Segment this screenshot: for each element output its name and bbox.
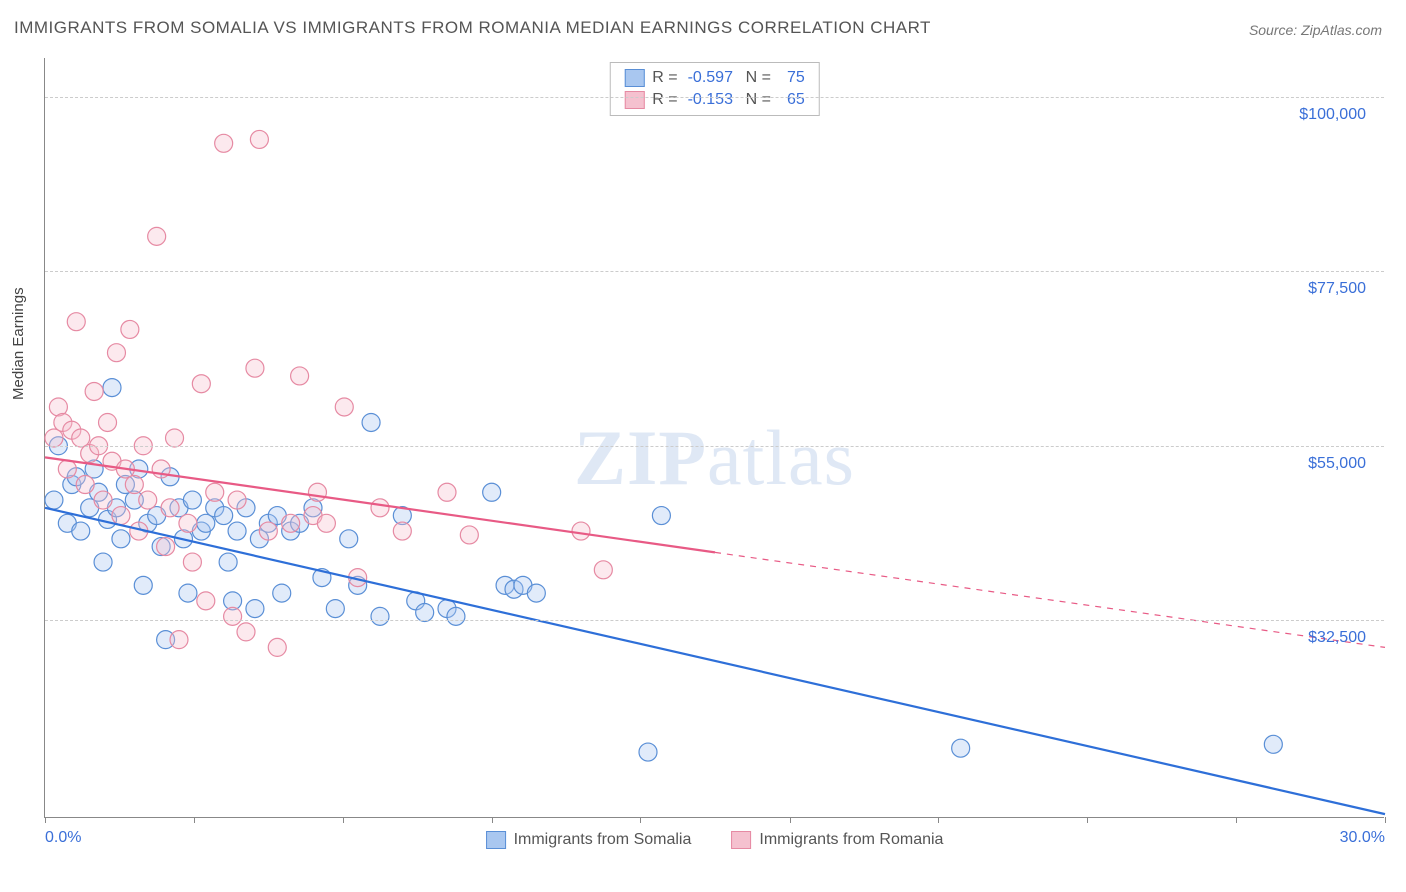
gridline-horizontal bbox=[45, 271, 1384, 272]
scatter-point bbox=[326, 600, 344, 618]
scatter-point bbox=[125, 476, 143, 494]
scatter-point bbox=[121, 320, 139, 338]
scatter-point bbox=[447, 607, 465, 625]
legend-item-somalia: Immigrants from Somalia bbox=[486, 831, 692, 849]
scatter-point bbox=[197, 592, 215, 610]
scatter-point bbox=[67, 313, 85, 331]
scatter-point bbox=[250, 130, 268, 148]
scatter-point bbox=[206, 483, 224, 501]
scatter-point bbox=[161, 499, 179, 517]
scatter-point bbox=[215, 134, 233, 152]
scatter-point bbox=[103, 379, 121, 397]
gridline-horizontal bbox=[45, 446, 1384, 447]
y-tick-label: $77,500 bbox=[1308, 280, 1366, 298]
scatter-point bbox=[224, 607, 242, 625]
scatter-point bbox=[308, 483, 326, 501]
y-axis-title: Median Earnings bbox=[10, 287, 27, 400]
x-tick bbox=[1385, 817, 1386, 823]
x-tick bbox=[1087, 817, 1088, 823]
scatter-point bbox=[362, 413, 380, 431]
scatter-point bbox=[148, 227, 166, 245]
scatter-point bbox=[99, 413, 117, 431]
regression-line-dashed bbox=[715, 552, 1385, 647]
scatter-point bbox=[76, 476, 94, 494]
scatter-point bbox=[483, 483, 501, 501]
scatter-point bbox=[134, 576, 152, 594]
scatter-point bbox=[438, 483, 456, 501]
scatter-point bbox=[166, 429, 184, 447]
scatter-point bbox=[215, 507, 233, 525]
scatter-point bbox=[170, 631, 188, 649]
scatter-point bbox=[340, 530, 358, 548]
scatter-point bbox=[1264, 735, 1282, 753]
scatter-point bbox=[527, 584, 545, 602]
scatter-point bbox=[317, 514, 335, 532]
scatter-point bbox=[371, 499, 389, 517]
legend-label-somalia: Immigrants from Somalia bbox=[514, 831, 692, 849]
scatter-point bbox=[259, 522, 277, 540]
scatter-point bbox=[183, 491, 201, 509]
scatter-point bbox=[183, 553, 201, 571]
legend-item-romania: Immigrants from Romania bbox=[731, 831, 943, 849]
scatter-point bbox=[228, 491, 246, 509]
scatter-point bbox=[371, 607, 389, 625]
chart-plot-area: ZIPatlas R = -0.597 N = 75 R = -0.153 N … bbox=[44, 58, 1384, 818]
scatter-point bbox=[952, 739, 970, 757]
scatter-point bbox=[594, 561, 612, 579]
scatter-point bbox=[291, 367, 309, 385]
scatter-point bbox=[72, 522, 90, 540]
scatter-point bbox=[460, 526, 478, 544]
source-attribution: Source: ZipAtlas.com bbox=[1249, 22, 1382, 38]
x-tick bbox=[194, 817, 195, 823]
scatter-point bbox=[237, 623, 255, 641]
scatter-point bbox=[652, 507, 670, 525]
scatter-point bbox=[94, 553, 112, 571]
swatch-romania-bottom bbox=[731, 831, 751, 849]
scatter-point bbox=[157, 538, 175, 556]
scatter-point bbox=[228, 522, 246, 540]
scatter-svg bbox=[45, 58, 1384, 817]
scatter-point bbox=[393, 522, 411, 540]
scatter-point bbox=[639, 743, 657, 761]
scatter-point bbox=[572, 522, 590, 540]
y-tick-label: $100,000 bbox=[1299, 106, 1366, 124]
scatter-point bbox=[139, 491, 157, 509]
x-tick-label: 30.0% bbox=[1340, 829, 1385, 847]
gridline-horizontal bbox=[45, 620, 1384, 621]
gridline-horizontal bbox=[45, 97, 1384, 98]
scatter-point bbox=[268, 638, 286, 656]
scatter-point bbox=[416, 603, 434, 621]
scatter-point bbox=[273, 584, 291, 602]
scatter-point bbox=[282, 514, 300, 532]
scatter-point bbox=[246, 600, 264, 618]
scatter-point bbox=[107, 344, 125, 362]
scatter-point bbox=[192, 375, 210, 393]
x-tick bbox=[790, 817, 791, 823]
scatter-point bbox=[246, 359, 264, 377]
scatter-point bbox=[45, 491, 63, 509]
scatter-point bbox=[179, 514, 197, 532]
regression-line-solid bbox=[45, 508, 1385, 814]
scatter-point bbox=[112, 530, 130, 548]
scatter-point bbox=[85, 382, 103, 400]
swatch-somalia-bottom bbox=[486, 831, 506, 849]
bottom-legend: Immigrants from Somalia Immigrants from … bbox=[486, 831, 944, 849]
scatter-point bbox=[112, 507, 130, 525]
scatter-point bbox=[94, 491, 112, 509]
scatter-point bbox=[179, 584, 197, 602]
legend-label-romania: Immigrants from Romania bbox=[759, 831, 943, 849]
chart-title: IMMIGRANTS FROM SOMALIA VS IMMIGRANTS FR… bbox=[14, 18, 931, 38]
x-tick-label: 0.0% bbox=[45, 829, 81, 847]
scatter-point bbox=[58, 460, 76, 478]
scatter-point bbox=[335, 398, 353, 416]
y-tick-label: $55,000 bbox=[1308, 455, 1366, 473]
x-tick bbox=[343, 817, 344, 823]
scatter-point bbox=[219, 553, 237, 571]
x-tick bbox=[45, 817, 46, 823]
x-tick bbox=[938, 817, 939, 823]
x-tick bbox=[1236, 817, 1237, 823]
x-tick bbox=[640, 817, 641, 823]
y-tick-label: $32,500 bbox=[1308, 629, 1366, 647]
x-tick bbox=[492, 817, 493, 823]
